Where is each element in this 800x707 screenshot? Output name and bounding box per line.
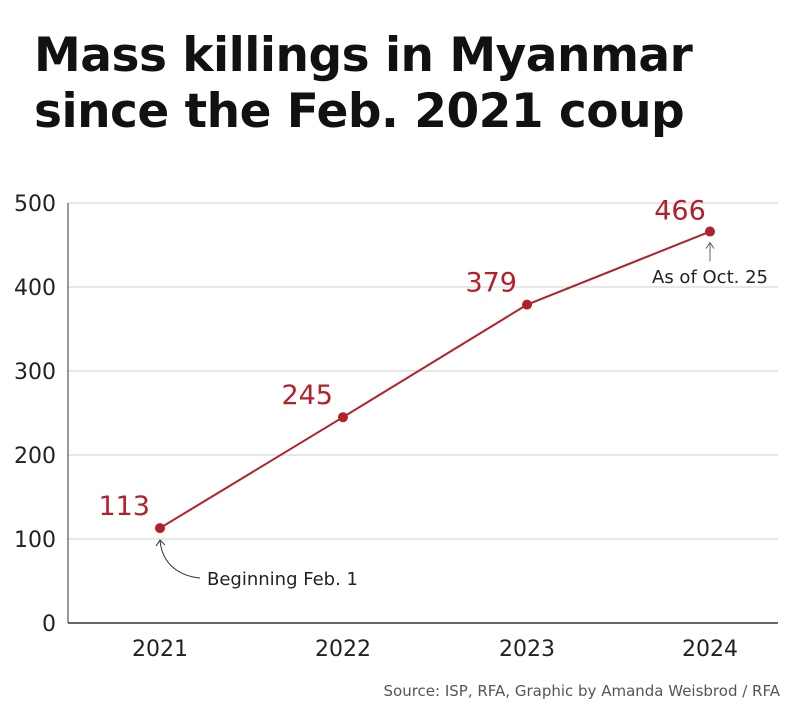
data-point xyxy=(522,299,532,310)
y-tick-label: 500 xyxy=(14,192,56,217)
x-tick-label: 2021 xyxy=(132,637,188,662)
y-tick-label: 200 xyxy=(14,444,56,469)
data-label: 379 xyxy=(465,268,517,299)
data-label: 113 xyxy=(98,491,150,522)
x-tick-label: 2023 xyxy=(499,637,555,662)
y-tick-label: 100 xyxy=(14,528,56,553)
data-point xyxy=(338,412,348,423)
y-tick-label: 0 xyxy=(42,612,56,637)
y-tick-label: 400 xyxy=(14,276,56,301)
data-label: 245 xyxy=(281,380,333,411)
annotation-text: Beginning Feb. 1 xyxy=(207,569,358,590)
x-tick-label: 2022 xyxy=(315,637,371,662)
x-tick-label: 2024 xyxy=(682,637,738,662)
arrowhead-icon xyxy=(155,539,166,547)
annotation-arrow xyxy=(159,540,201,579)
series-line xyxy=(159,230,711,529)
source-note: Source: ISP, RFA, Graphic by Amanda Weis… xyxy=(383,682,781,700)
data-point xyxy=(705,226,715,237)
data-label: 466 xyxy=(654,196,706,227)
y-tick-label: 300 xyxy=(14,360,56,385)
chart-title: Mass killings in Myanmar since the Feb. … xyxy=(34,28,693,139)
annotation-text: As of Oct. 25 xyxy=(652,267,768,288)
data-point xyxy=(155,523,165,534)
arrowhead-icon xyxy=(705,241,715,249)
